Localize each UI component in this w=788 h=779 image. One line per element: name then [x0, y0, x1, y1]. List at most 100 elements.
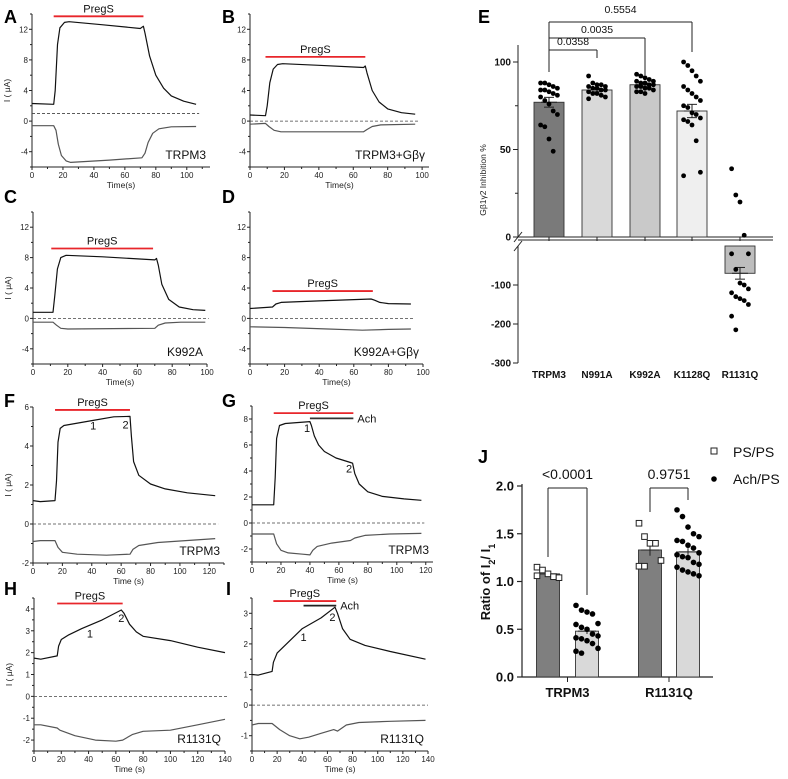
- data-point: [546, 101, 552, 107]
- data-point: [584, 637, 590, 644]
- data-point: [679, 567, 686, 573]
- x-tick-label: 80: [146, 567, 155, 576]
- y-tick-label: -300: [491, 359, 511, 370]
- data-point: [578, 650, 585, 656]
- data-point: [696, 572, 702, 579]
- y-tick-label: 4: [244, 467, 249, 476]
- x-tick-label: 60: [349, 368, 358, 377]
- panel-label: A: [4, 7, 17, 27]
- data-point: [594, 82, 600, 88]
- y-tick-label: -4: [239, 148, 247, 157]
- data-point: [542, 80, 548, 86]
- p-value-label: 0.9751: [648, 466, 691, 482]
- data-point: [638, 89, 644, 95]
- y-tick-label: 0: [242, 117, 247, 126]
- y-tick-label: 1.5: [496, 526, 514, 541]
- data-point: [546, 89, 552, 95]
- panel-label: D: [222, 187, 235, 207]
- data-point: [642, 85, 648, 91]
- data-point-square: [533, 563, 541, 571]
- stimulus-label: PregS: [87, 235, 118, 247]
- data-point: [651, 82, 656, 88]
- y-tick-label: 0: [505, 233, 511, 244]
- data-point: [674, 507, 680, 513]
- data-point: [685, 63, 691, 68]
- x-tick-label: 40: [87, 567, 96, 576]
- data-point: [646, 77, 652, 82]
- data-point: [634, 71, 639, 77]
- data-point: [546, 136, 552, 142]
- x-tick-label: 100: [200, 368, 214, 377]
- x-tick-label: 60: [334, 566, 343, 575]
- y-tick-label: 1: [26, 671, 31, 680]
- current-trace-lower: [32, 538, 216, 556]
- y-tick-label: -4: [239, 345, 247, 354]
- bar-K1128Q: [676, 110, 708, 238]
- data-point: [689, 91, 695, 96]
- stimulus-label: PregS: [77, 397, 108, 409]
- data-point: [698, 169, 703, 175]
- x-tick-label: 0: [31, 368, 36, 377]
- stimulus-label: PregS: [298, 400, 329, 412]
- x-tick-label: 80: [383, 171, 392, 180]
- x-tick-label: 100: [416, 368, 430, 377]
- data-point: [679, 538, 686, 545]
- x-tick-label: 20: [59, 171, 68, 180]
- x-axis-title: Time (s): [113, 576, 144, 586]
- stimulus-label: PregS: [75, 590, 106, 602]
- x-tick-label: 80: [151, 171, 160, 180]
- data-point: [595, 620, 601, 627]
- y-tick-label: 8: [25, 254, 30, 263]
- data-point: [578, 607, 585, 613]
- bar-N991A: [581, 89, 613, 238]
- data-point: [555, 92, 560, 98]
- y-tick-label: 100: [494, 58, 511, 69]
- bar-TRPM3: [533, 101, 565, 238]
- x-axis-title: Time(s): [322, 377, 351, 387]
- y-tick-label: 6: [25, 403, 30, 412]
- timepoint-annotation: 1: [87, 628, 93, 640]
- x-axis-title: Time(s): [106, 377, 135, 387]
- y-axis-title-part: / I: [478, 549, 493, 560]
- data-point: [729, 290, 734, 296]
- x-tick-label: 0: [248, 171, 253, 180]
- x-tick-label: 60: [133, 368, 142, 377]
- x-axis-title: Time (s): [114, 764, 145, 774]
- data-point: [538, 94, 543, 100]
- y-tick-label: -1: [23, 714, 31, 723]
- y-tick-label: 4: [242, 87, 247, 96]
- y-axis-title-part: 2: [487, 560, 497, 565]
- y-tick-label: 2: [244, 640, 249, 649]
- data-point: [638, 84, 644, 89]
- current-trace-lower: [249, 122, 416, 133]
- data-point: [685, 542, 691, 549]
- data-point: [594, 85, 600, 91]
- y-tick-label: 2: [244, 493, 249, 502]
- data-point: [589, 640, 596, 647]
- data-point: [685, 569, 691, 575]
- timepoint-annotation: 1: [300, 632, 306, 644]
- construct-label: TRPM3: [388, 543, 429, 557]
- trace-panel-I: 3 2 1 0 -1 0 20 40 60 80 100 120 140 Time (s) PregS Ach…: [241, 588, 435, 774]
- data-point: [674, 537, 680, 544]
- x-tick-label: 80: [139, 755, 148, 764]
- timepoint-annotation: 2: [122, 419, 128, 431]
- y-tick-label: 0: [26, 692, 31, 701]
- x-axis-title: Time (s): [325, 764, 356, 774]
- x-tick-label: 140: [218, 755, 232, 764]
- y-axis-title: I ( μA): [4, 663, 14, 686]
- data-point: [634, 84, 639, 89]
- y-tick-label: 0.5: [496, 622, 514, 637]
- data-point: [685, 105, 691, 110]
- x-tick-label: 20: [273, 755, 282, 764]
- data-point: [693, 112, 699, 117]
- x-tick-label: 20: [63, 368, 72, 377]
- data-point: [651, 78, 656, 84]
- p-value-label: 0.5554: [604, 4, 636, 16]
- y-tick-label: 8: [244, 415, 249, 424]
- x-tick-label: 140: [421, 755, 435, 764]
- y-tick-label: -200: [491, 320, 511, 331]
- y-tick-label: 0: [242, 314, 247, 323]
